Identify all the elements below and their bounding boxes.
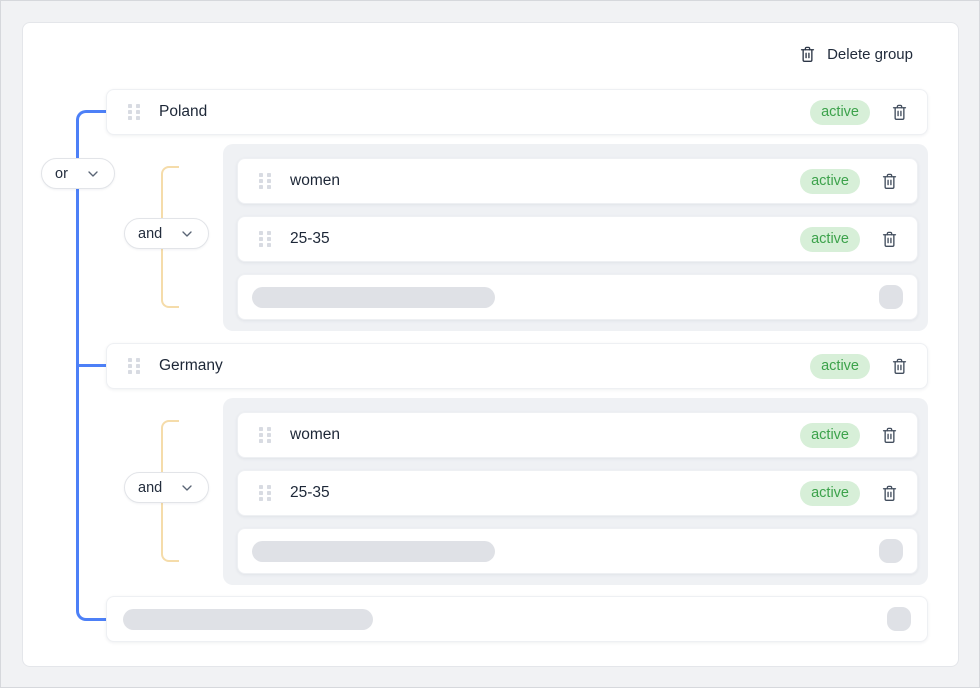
condition-row-25-35[interactable]: 25-35 active [237, 216, 918, 262]
delete-row-button[interactable] [890, 103, 909, 122]
condition-name: 25-35 [290, 484, 330, 501]
condition-name: women [290, 172, 340, 189]
placeholder-row [237, 274, 918, 320]
group-name: Germany [159, 357, 223, 374]
condition-name: women [290, 426, 340, 443]
chevron-down-icon [179, 480, 195, 496]
skeleton-dot [887, 607, 911, 631]
or-group-connector-line [76, 110, 106, 621]
drag-handle-icon[interactable] [127, 356, 141, 376]
delete-group-button[interactable]: Delete group [798, 42, 913, 66]
status-badge: active [810, 99, 870, 125]
group-operator-value: and [138, 479, 163, 496]
delete-group-label: Delete group [827, 45, 913, 63]
chevron-down-icon [85, 166, 101, 182]
status-badge: active [800, 168, 860, 194]
drag-handle-icon[interactable] [258, 425, 272, 445]
drag-handle-icon[interactable] [258, 483, 272, 503]
placeholder-row [237, 528, 918, 574]
drag-handle-icon[interactable] [127, 102, 141, 122]
group-row-germany[interactable]: Germany active [106, 343, 928, 389]
trash-icon [798, 45, 817, 64]
delete-row-button[interactable] [880, 426, 899, 445]
or-group-branch-line [79, 364, 106, 367]
delete-row-button[interactable] [880, 484, 899, 503]
chevron-down-icon [179, 226, 195, 242]
drag-handle-icon[interactable] [258, 229, 272, 249]
root-operator-value: or [55, 165, 68, 182]
condition-row-women[interactable]: women active [237, 158, 918, 204]
condition-name: 25-35 [290, 230, 330, 247]
skeleton-bar [123, 608, 373, 630]
root-operator-dropdown[interactable]: or [41, 158, 115, 189]
status-badge: active [800, 226, 860, 252]
condition-row-25-35[interactable]: 25-35 active [237, 470, 918, 516]
skeleton-dot [879, 285, 903, 309]
skeleton-dot [879, 539, 903, 563]
status-badge: active [800, 422, 860, 448]
group-name: Poland [159, 103, 208, 120]
group-operator-dropdown[interactable]: and [124, 218, 209, 249]
status-badge: active [810, 353, 870, 379]
delete-row-button[interactable] [880, 230, 899, 249]
placeholder-row [106, 596, 928, 642]
group-operator-dropdown[interactable]: and [124, 472, 209, 503]
skeleton-bar [252, 286, 495, 308]
delete-row-button[interactable] [890, 357, 909, 376]
group-row-poland[interactable]: Poland active [106, 89, 928, 135]
group-operator-value: and [138, 225, 163, 242]
skeleton-bar [252, 540, 495, 562]
condition-row-women[interactable]: women active [237, 412, 918, 458]
drag-handle-icon[interactable] [258, 171, 272, 191]
status-badge: active [800, 480, 860, 506]
delete-row-button[interactable] [880, 172, 899, 191]
